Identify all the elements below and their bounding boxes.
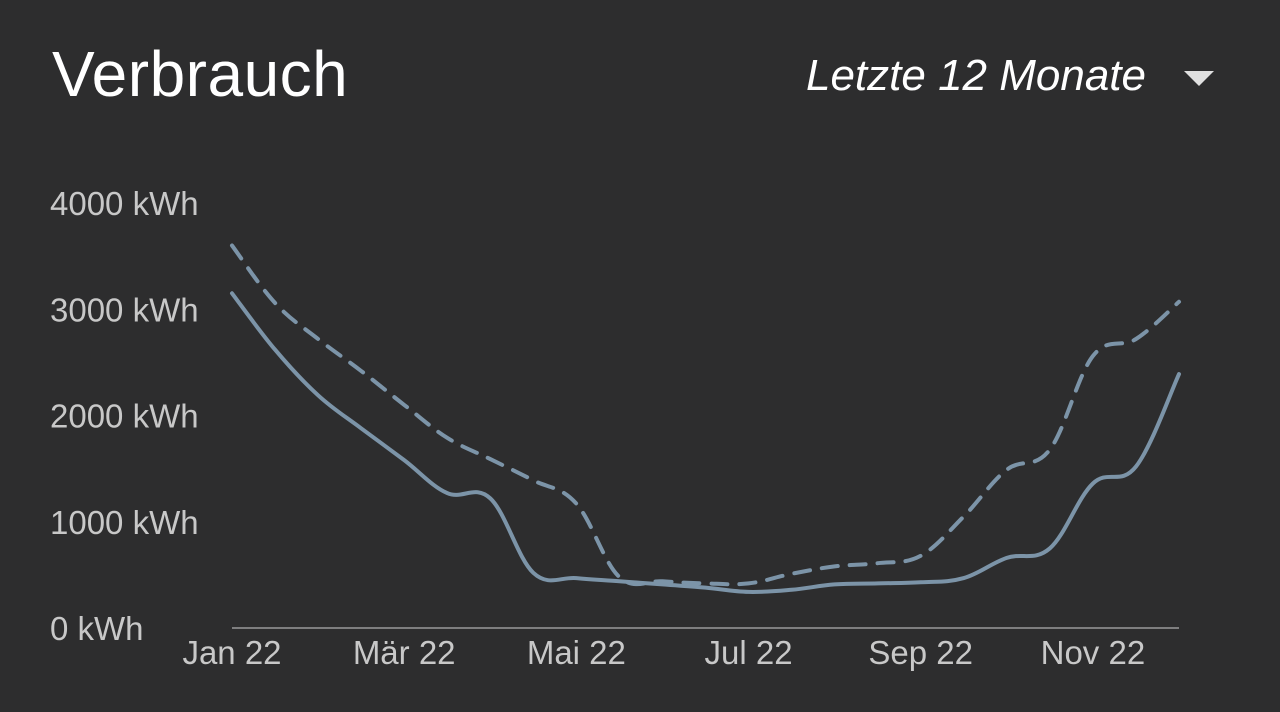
chart-title: Verbrauch (52, 38, 349, 110)
x-tick-label: Mai 22 (527, 634, 626, 671)
y-tick-label: 3000 kWh (50, 291, 199, 328)
x-tick-label: Jul 22 (705, 634, 793, 671)
series-line-solid (230, 291, 1181, 594)
y-tick-label: 1000 kWh (50, 504, 199, 541)
x-tick-label: Nov 22 (1041, 634, 1146, 671)
time-range-label: Letzte 12 Monate (805, 51, 1146, 100)
caret-down-icon[interactable] (1184, 70, 1214, 86)
y-tick-label: 0 kWh (50, 610, 144, 647)
x-tick-label: Sep 22 (868, 634, 973, 671)
series-line-dashed (230, 243, 1181, 587)
y-tick-label: 2000 kWh (50, 398, 199, 435)
y-tick-label: 4000 kWh (50, 185, 199, 222)
x-tick-label: Jan 22 (182, 634, 281, 671)
x-tick-label: Mär 22 (353, 634, 456, 671)
time-range-dropdown[interactable]: Letzte 12 Monate (806, 46, 1214, 106)
